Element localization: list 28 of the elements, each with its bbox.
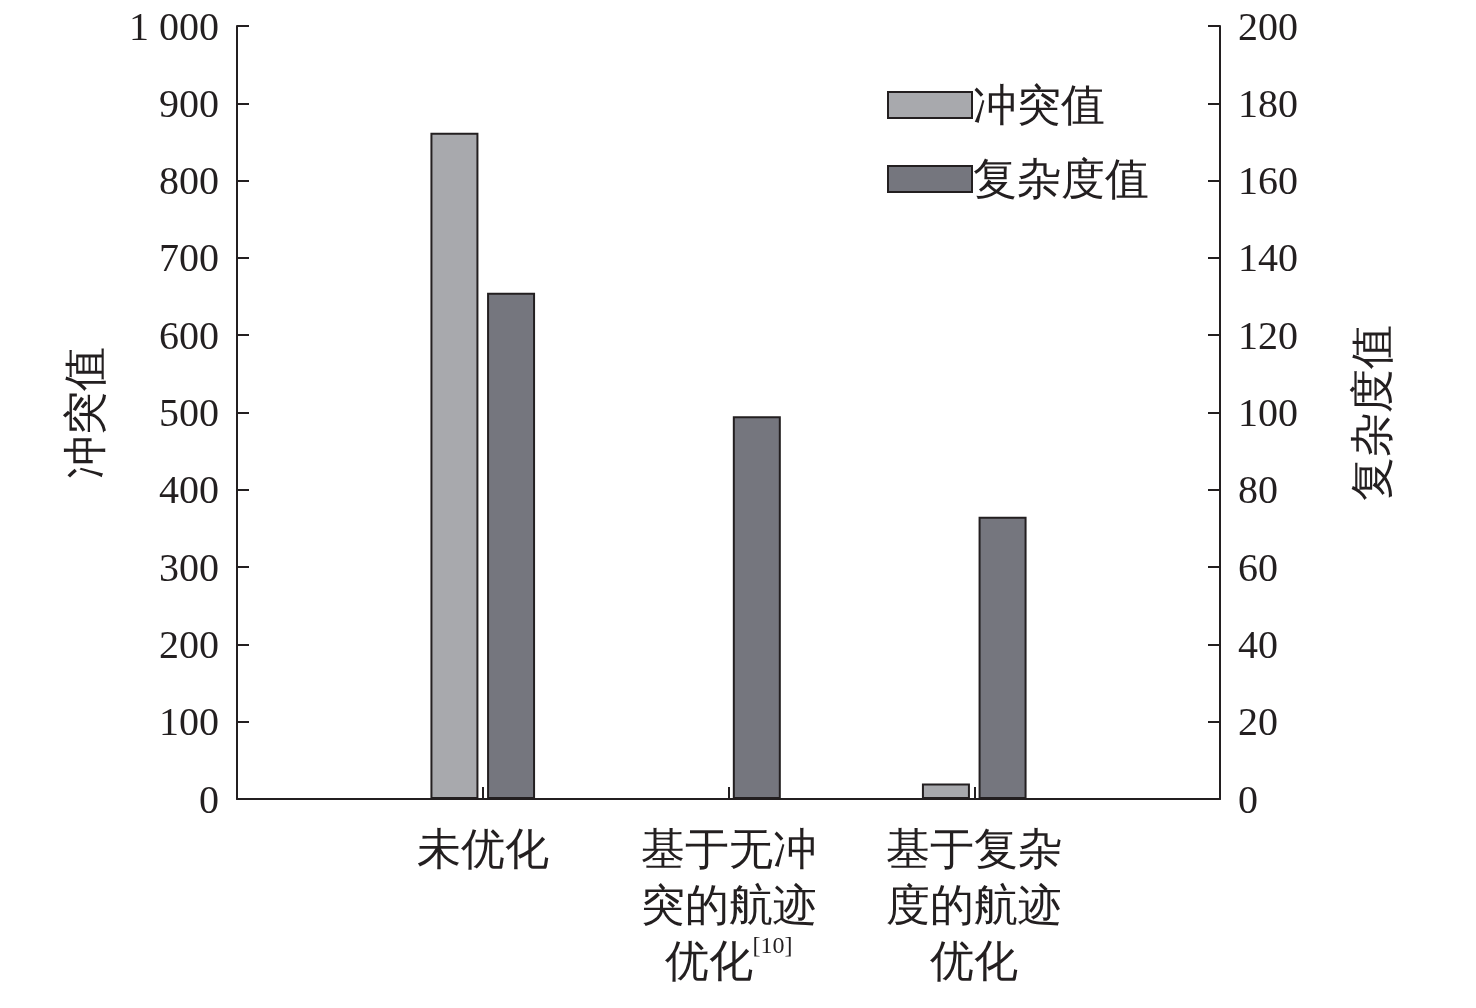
y2-tick-label: 0: [1238, 776, 1258, 822]
y-tick-label: 900: [159, 80, 219, 126]
y2-tick-label: 200: [1238, 3, 1298, 49]
y-axis-title: 冲突值: [60, 346, 110, 479]
legend-label: 冲突值: [973, 80, 1105, 130]
legend-label: 复杂度值: [973, 154, 1149, 204]
y2-tick-label: 80: [1238, 467, 1278, 513]
y2-tick-label: 120: [1238, 312, 1298, 358]
y2-tick-label: 100: [1238, 390, 1298, 435]
y2-tick-label: 60: [1238, 544, 1278, 590]
y-tick-label: 800: [159, 158, 219, 204]
y2-tick-label: 180: [1238, 80, 1298, 126]
y2-tick-label: 140: [1238, 235, 1298, 281]
y2-tick-label: 20: [1238, 699, 1278, 745]
y2-tick-label: 160: [1238, 158, 1298, 204]
y-tick-label: 200: [159, 621, 219, 667]
y2-tick-label: 40: [1238, 621, 1278, 667]
y-tick-label: 600: [159, 312, 219, 358]
x-tick-label: 基于复杂度的航迹优化: [886, 824, 1063, 986]
y-tick-label: 1 000: [129, 3, 219, 49]
y-tick-label: 0: [199, 776, 219, 822]
y-tick-label: 500: [159, 390, 219, 435]
y2-axis-title: 复杂度值: [1347, 324, 1397, 501]
y-tick-label: 700: [159, 235, 219, 281]
y-tick-label: 400: [159, 467, 219, 513]
y-tick-label: 100: [159, 699, 219, 745]
y-tick-label: 300: [159, 544, 219, 590]
x-tick-label: 未优化: [416, 824, 549, 874]
